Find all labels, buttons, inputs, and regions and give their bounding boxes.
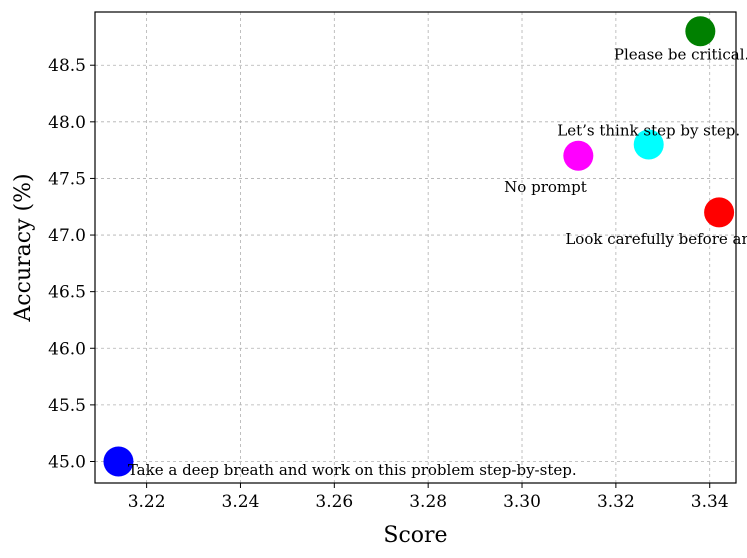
y-tick-label: 45.5 <box>48 396 86 416</box>
x-tick-label: 3.26 <box>315 492 353 512</box>
point-label: Let’s think step by step. <box>557 121 740 139</box>
y-axis: 45.0 45.5 46.0 46.5 47.0 47.5 48.0 48.5 <box>48 56 95 472</box>
data-points <box>103 16 735 477</box>
point-label: No prompt <box>504 178 587 196</box>
point-label: Look carefully before answering. <box>565 230 747 248</box>
x-tick-label: 3.32 <box>597 492 635 512</box>
plot-frame <box>94 11 737 484</box>
data-point <box>563 140 594 171</box>
y-tick-label: 45.0 <box>48 452 86 472</box>
y-tick-label: 48.5 <box>48 56 86 76</box>
x-tick-label: 3.30 <box>503 492 541 512</box>
point-label: Please be critical. <box>614 46 747 64</box>
y-tick-label: 47.5 <box>48 169 86 189</box>
y-tick-label: 46.0 <box>48 339 86 359</box>
point-labels: Please be critical. Let’s think step by s… <box>128 46 747 480</box>
data-point <box>103 446 134 477</box>
data-point <box>633 129 664 160</box>
point-label: Take a deep breath and work on this prob… <box>128 461 577 479</box>
x-axis: 3.22 3.24 3.26 3.28 3.30 3.32 3.34 <box>128 483 729 512</box>
data-point <box>704 197 735 228</box>
y-tick-label: 48.0 <box>48 113 86 133</box>
x-tick-label: 3.34 <box>691 492 729 512</box>
y-axis-title: Accuracy (%) <box>11 173 36 322</box>
x-tick-label: 3.24 <box>222 492 260 512</box>
data-point <box>685 16 716 47</box>
grid <box>95 12 736 483</box>
x-axis-title: Score <box>383 523 447 548</box>
y-tick-label: 46.5 <box>48 283 86 303</box>
y-tick-label: 47.0 <box>48 226 86 246</box>
x-tick-label: 3.28 <box>409 492 447 512</box>
x-tick-label: 3.22 <box>128 492 166 512</box>
